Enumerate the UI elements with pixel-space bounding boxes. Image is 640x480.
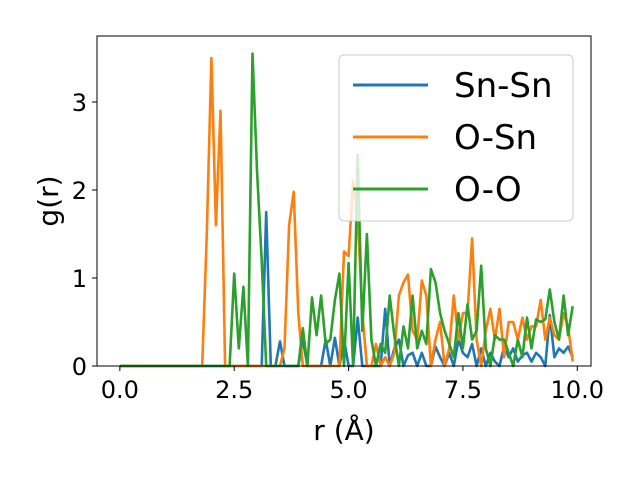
x-axis-label: r (Å): [313, 413, 374, 447]
series-line-o-sn: [119, 56, 574, 368]
x-tick-label: 2.5: [215, 376, 253, 404]
y-tick-label: 0: [72, 353, 87, 381]
x-tick-label: 0.0: [101, 376, 139, 404]
legend: Sn-Sn O-Sn O-O: [338, 54, 574, 222]
y-axis-label: g(r): [32, 175, 65, 226]
legend-label-o-o: O-O: [454, 170, 522, 210]
x-axis-ticks: 0.0 2.5 5.0 7.5 10.0: [101, 366, 604, 404]
y-axis-ticks: 0 1 2 3: [72, 89, 97, 381]
y-tick-label: 1: [72, 265, 87, 293]
y-tick-label: 3: [72, 89, 87, 117]
plot-frame: [96, 35, 592, 367]
x-tick-label: 10.0: [551, 376, 604, 404]
legend-label-o-sn: O-Sn: [454, 118, 537, 158]
x-tick-label: 5.0: [329, 376, 367, 404]
y-tick-label: 2: [72, 177, 87, 205]
x-tick-label: 7.5: [444, 376, 482, 404]
legend-box: [338, 54, 574, 222]
legend-label-sn-sn: Sn-Sn: [454, 66, 553, 106]
